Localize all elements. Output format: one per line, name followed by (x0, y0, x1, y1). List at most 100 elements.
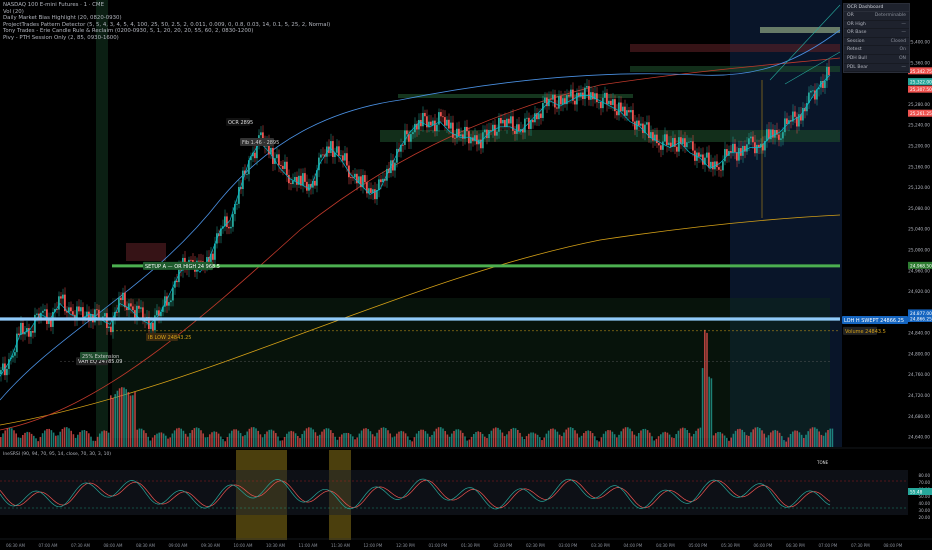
candle-body (732, 143, 734, 153)
volume-bar (380, 427, 383, 447)
volume-bar (41, 433, 44, 447)
candle-body (740, 148, 742, 156)
volume-bar (501, 432, 504, 447)
price-label-green: 25,322.00 (910, 80, 932, 86)
sweep-label-bg (842, 316, 908, 325)
candle-body (272, 147, 274, 164)
candle-body (542, 102, 544, 118)
volume-bar (596, 440, 598, 447)
volume-bar (763, 433, 765, 447)
candle-body (288, 174, 290, 184)
candle-body (346, 153, 348, 166)
candle-body (364, 175, 366, 183)
candle-body (576, 92, 578, 105)
candle-body (344, 153, 346, 161)
volume-bar (323, 429, 325, 447)
volume-bar (635, 436, 638, 447)
volume-bar (732, 433, 735, 447)
time-tick-label: 12:00 PM (364, 543, 383, 548)
candle-body (568, 95, 570, 97)
candle-body (614, 99, 616, 112)
volume-bar (794, 430, 796, 447)
volume-bar (574, 430, 576, 447)
volume-bar (745, 435, 748, 447)
dashboard-row-label: PDL Bear (847, 64, 869, 70)
volume-bar (352, 436, 354, 447)
volume-bar (125, 389, 127, 447)
candle-body (572, 89, 574, 101)
candle-body (536, 113, 538, 120)
volume-bar (242, 436, 244, 447)
volume-bar (486, 438, 488, 447)
candle-body (448, 119, 450, 129)
candle-body (412, 132, 414, 135)
volume-bar (622, 428, 625, 447)
volume-bar (646, 430, 649, 447)
candle-body (152, 322, 154, 331)
candle-body (352, 177, 354, 179)
candle-body (712, 161, 714, 170)
ib-low-label: IB LOW 24843.25 (148, 335, 191, 341)
candle-body (802, 107, 804, 121)
volume-bar (398, 431, 400, 447)
volume-bar (178, 427, 180, 447)
candle-body (538, 113, 540, 120)
candle-body (482, 132, 484, 149)
volume-bar (510, 428, 512, 447)
time-tick-label: 07:00 PM (819, 543, 838, 548)
volume-bar (129, 395, 132, 447)
candle-body (394, 162, 396, 171)
volume-bar (662, 432, 664, 447)
candle-body (340, 155, 342, 157)
volume-bar (481, 433, 484, 447)
volume-bar (591, 433, 594, 447)
volume-bar (690, 436, 693, 447)
volume-bar (558, 434, 561, 447)
candle-body (660, 145, 662, 150)
candle-body (554, 94, 556, 108)
candle-body (112, 317, 114, 333)
candle-body (488, 129, 490, 139)
candle-body (270, 147, 272, 155)
time-tick-label: 07:30 PM (851, 543, 870, 548)
candle-body (496, 131, 498, 136)
price-tick-label: 24,840.00 (908, 331, 930, 337)
candle-body (48, 319, 50, 324)
candle-body (690, 141, 692, 143)
tone-label: TONE (816, 460, 829, 465)
volume-bar (488, 434, 490, 447)
candle-body (22, 322, 24, 335)
ema-slow-line (0, 57, 841, 431)
time-tick-label: 07:30 AM (71, 543, 91, 548)
candle-body (354, 173, 356, 178)
volume-bar (673, 438, 675, 447)
volume-bar (484, 436, 486, 447)
dashboard-row-value: ON (898, 55, 906, 61)
volume-bar (803, 437, 805, 447)
candle-body (794, 111, 796, 117)
candle-body (634, 121, 636, 130)
volume-bar (220, 436, 222, 447)
volume-bar (303, 430, 306, 447)
candle-body (564, 98, 566, 105)
volume-bar (459, 430, 462, 447)
volume-bar (354, 439, 356, 447)
volume-bar (147, 436, 149, 447)
volume-bar (448, 436, 451, 447)
volume-bar (275, 433, 277, 447)
candle-body (210, 253, 212, 265)
volume-bar (422, 429, 424, 447)
volume-bar (517, 429, 519, 447)
volume-bar (26, 431, 28, 447)
candle-body (128, 303, 130, 311)
volume-bar (631, 431, 633, 447)
candle-body (420, 119, 422, 127)
volume-bar (580, 435, 583, 447)
candle-body (286, 161, 288, 175)
volume-bar (569, 427, 572, 447)
volume-bar (123, 387, 125, 447)
volume-bar (37, 441, 39, 447)
price-label-sweep-bg (908, 315, 932, 323)
volume-bar (723, 435, 726, 447)
volume-bar (233, 429, 235, 447)
